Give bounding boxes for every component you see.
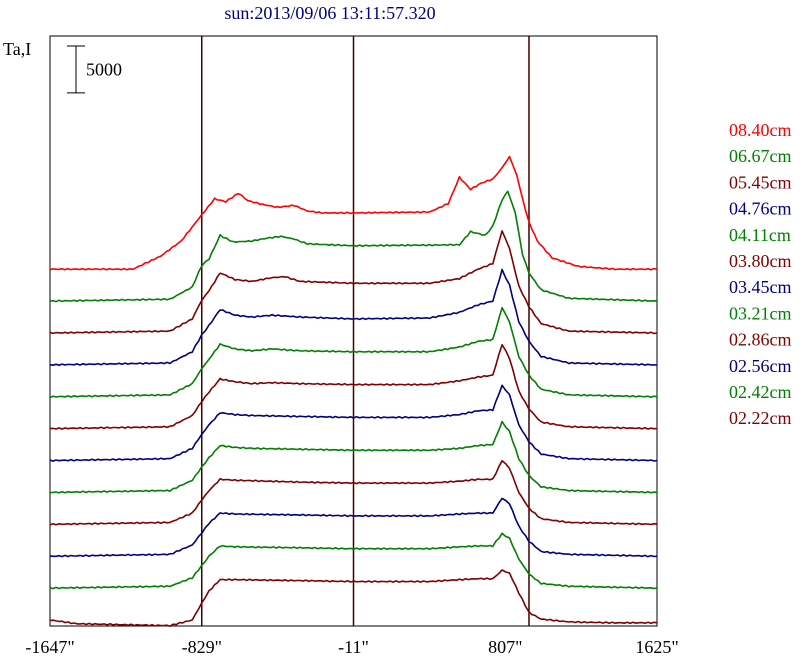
legend: 08.40cm 06.67cm 05.45cm 04.76cm 04.11cm 03.80… xyxy=(729,120,792,428)
series-line-02.56cm xyxy=(49,497,658,558)
legend-entry: 08.40cm xyxy=(729,120,792,140)
x-tick-label: -829" xyxy=(182,637,222,657)
series-line-03.21cm xyxy=(49,420,658,494)
legend-entry: 02.86cm xyxy=(729,330,792,350)
x-tick-label: -11" xyxy=(338,637,369,657)
series-line-05.45cm xyxy=(49,230,658,335)
series-line-03.80cm xyxy=(49,344,658,430)
legend-entry: 02.22cm xyxy=(729,408,792,428)
series-line-02.42cm xyxy=(49,532,658,590)
x-tick-label: 1625" xyxy=(635,637,678,657)
legend-entry: 02.42cm xyxy=(729,382,792,402)
x-tick-label: -1647" xyxy=(25,637,74,657)
legend-entry: 06.67cm xyxy=(729,146,792,166)
scale-bar-label: 5000 xyxy=(86,59,122,79)
x-tick-labels: -1647" -829" -11" 807" 1625" xyxy=(25,637,678,657)
x-tick-label: 807" xyxy=(488,637,522,657)
series-line-08.40cm xyxy=(49,155,658,271)
legend-entry: 03.80cm xyxy=(729,251,792,271)
legend-entry: 03.45cm xyxy=(729,277,792,297)
vertical-reference-lines xyxy=(201,36,530,626)
legend-entry: 02.56cm xyxy=(729,356,792,376)
series-line-04.11cm xyxy=(49,306,658,399)
series-line-02.22cm xyxy=(49,569,658,627)
series-line-04.76cm xyxy=(49,268,657,367)
series-lines xyxy=(49,155,658,627)
y-axis-label: Ta,I xyxy=(3,39,31,59)
scale-bar: 5000 xyxy=(67,45,122,94)
series-line-02.86cm xyxy=(49,460,658,526)
chart-title: sun:2013/09/06 13:11:57.320 xyxy=(224,3,435,23)
legend-entry: 05.45cm xyxy=(729,172,792,192)
series-line-03.45cm xyxy=(49,384,658,462)
legend-entry: 04.11cm xyxy=(729,225,791,245)
legend-entry: 03.21cm xyxy=(729,303,792,323)
legend-entry: 04.76cm xyxy=(729,199,792,219)
series-line-06.67cm xyxy=(49,190,658,303)
